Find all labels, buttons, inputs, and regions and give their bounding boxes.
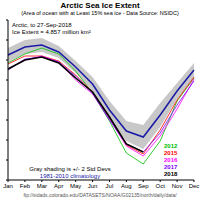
html-text:Arctic Sea Ice Extent: Arctic Sea Ice Extent: [60, 1, 140, 10]
svg-text:May: May: [70, 183, 81, 189]
html-text:ftp://sidads.colorado.edu/DATA: ftp://sidads.colorado.edu/DATASETS/NOAA/…: [23, 192, 177, 198]
html-text:(Area of ocean with at Least 1: (Area of ocean with at Least 15% sea ice…: [21, 10, 179, 16]
html-text:Gray shading is +/- 2 Std Devs: Gray shading is +/- 2 Std Devs: [29, 166, 111, 172]
svg-text:Oct: Oct: [156, 183, 166, 189]
svg-text:Jul: Jul: [106, 183, 114, 189]
html-text:2012: 2012: [164, 143, 178, 149]
svg-text:Dec: Dec: [189, 183, 192, 189]
html-text:2017: 2017: [164, 164, 178, 170]
svg-text:Mar: Mar: [37, 183, 47, 189]
html-text:2018: 2018: [164, 171, 178, 177]
svg-text:Jan: Jan: [8, 183, 13, 189]
svg-text:Sep: Sep: [138, 183, 149, 189]
svg-text:Aug: Aug: [121, 183, 132, 189]
svg-text:Feb: Feb: [20, 183, 31, 189]
svg-text:Apr: Apr: [54, 183, 63, 189]
html-text:Ice Extent = 4.857 million km²: Ice Extent = 4.857 million km²: [12, 29, 91, 35]
html-text:Arctic, to 27-Sep-2018: Arctic, to 27-Sep-2018: [12, 22, 72, 28]
html-text:2015: 2015: [164, 150, 178, 156]
html-text:2016: 2016: [164, 157, 178, 163]
svg-text:Nov: Nov: [172, 183, 183, 189]
svg-text:Jun: Jun: [88, 183, 98, 189]
html-text:1981-2010 climatology: 1981-2010 climatology: [39, 173, 101, 179]
